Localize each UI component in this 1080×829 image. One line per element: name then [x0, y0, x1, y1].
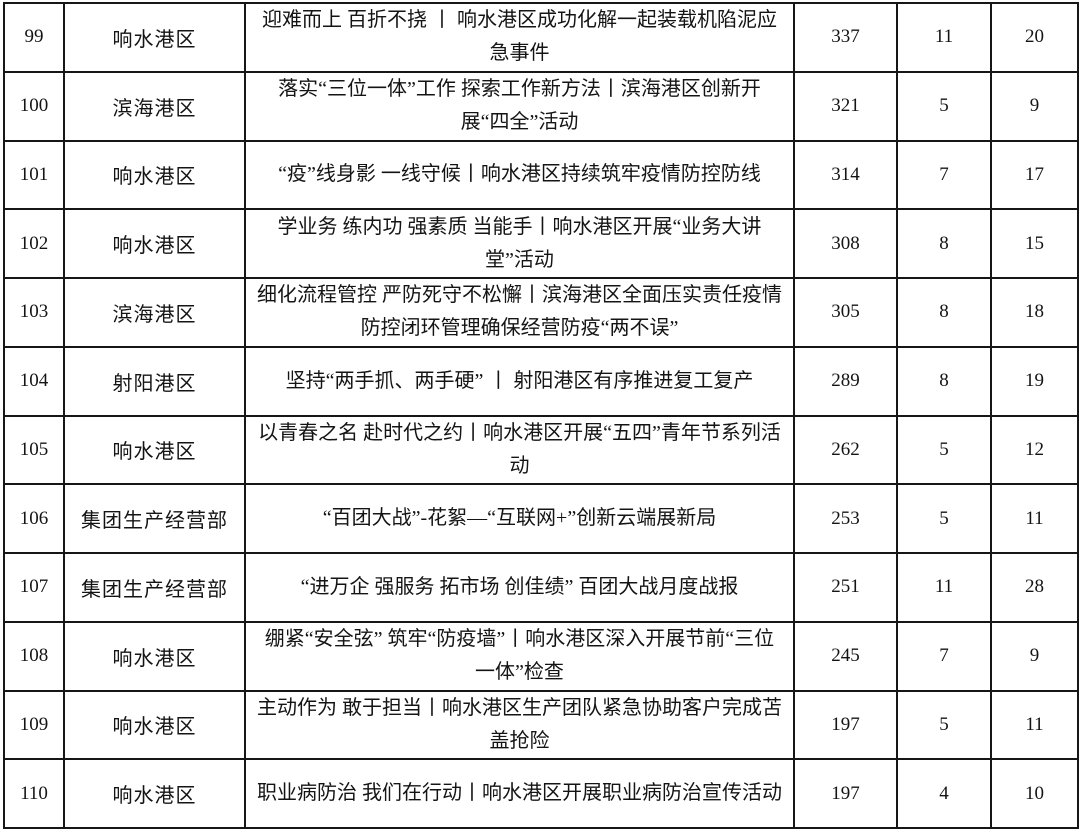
- metric1-cell: 321: [793, 70, 898, 142]
- table-row: 101 响水港区 “疫”线身影 一线守候丨响水港区持续筑牢疫情防控防线 314 …: [3, 139, 1079, 211]
- metric2-cell: 7: [896, 139, 992, 211]
- title-cell: “百团大战”-花絮—“互联网+”创新云端展新局: [244, 483, 795, 554]
- department-cell: 响水港区: [63, 620, 246, 692]
- department-cell: 滨海港区: [63, 70, 246, 142]
- metric3-cell: 15: [990, 208, 1079, 279]
- title-cell: 职业病防治 我们在行动丨响水港区开展职业病防治宣传活动: [244, 758, 795, 829]
- title-cell: “进万企 强服务 拓市场 创佳绩” 百团大战月度战报: [244, 552, 795, 623]
- metric1-cell: 337: [793, 2, 898, 73]
- metric3-cell: 28: [990, 552, 1079, 623]
- metric2-cell: 5: [896, 483, 992, 554]
- metric2-cell: 5: [896, 70, 992, 142]
- metric1-cell: 245: [793, 620, 898, 692]
- table-row: 103 滨海港区 细化流程管控 严防死守不松懈丨滨海港区全面压实责任疫情防控闭环…: [3, 277, 1079, 348]
- title-cell: 绷紧“安全弦” 筑牢“防疫墙”丨响水港区深入开展节前“三位一体”检查: [244, 620, 795, 692]
- metric2-cell: 7: [896, 620, 992, 692]
- metric1-cell: 197: [793, 689, 898, 761]
- metric1-cell: 305: [793, 277, 898, 348]
- row-number-cell: 107: [3, 552, 65, 623]
- row-number-cell: 100: [3, 70, 65, 142]
- metric3-cell: 18: [990, 277, 1079, 348]
- metric3-cell: 11: [990, 483, 1079, 554]
- row-number-cell: 99: [3, 2, 65, 73]
- metric3-cell: 9: [990, 620, 1079, 692]
- metric3-cell: 9: [990, 70, 1079, 142]
- metric1-cell: 253: [793, 483, 898, 554]
- metric2-cell: 8: [896, 345, 992, 417]
- row-number-cell: 108: [3, 620, 65, 692]
- metric1-cell: 308: [793, 208, 898, 279]
- row-number-cell: 104: [3, 345, 65, 417]
- row-number-cell: 102: [3, 208, 65, 279]
- row-number-cell: 110: [3, 758, 65, 829]
- table-row: 107 集团生产经营部 “进万企 强服务 拓市场 创佳绩” 百团大战月度战报 2…: [3, 552, 1079, 623]
- department-cell: 滨海港区: [63, 277, 246, 348]
- metric2-cell: 11: [896, 552, 992, 623]
- title-cell: 主动作为 敢于担当丨响水港区生产团队紧急协助客户完成苫盖抢险: [244, 689, 795, 761]
- table-row: 109 响水港区 主动作为 敢于担当丨响水港区生产团队紧急协助客户完成苫盖抢险 …: [3, 689, 1079, 761]
- row-number-cell: 101: [3, 139, 65, 211]
- row-number-cell: 103: [3, 277, 65, 348]
- title-cell: 坚持“两手抓、两手硬” 丨 射阳港区有序推进复工复产: [244, 345, 795, 417]
- ranking-table-container: 99 响水港区 迎难而上 百折不挠 丨 响水港区成功化解一起装载机陷泥应急事件 …: [3, 2, 1079, 829]
- metric1-cell: 251: [793, 552, 898, 623]
- metric1-cell: 262: [793, 414, 898, 486]
- table-row: 99 响水港区 迎难而上 百折不挠 丨 响水港区成功化解一起装载机陷泥应急事件 …: [3, 2, 1079, 73]
- table-row: 100 滨海港区 落实“三位一体”工作 探索工作新方法丨滨海港区创新开展“四全”…: [3, 70, 1079, 142]
- table-row: 105 响水港区 以青春之名 赴时代之约丨响水港区开展“五四”青年节系列活动 2…: [3, 414, 1079, 486]
- department-cell: 响水港区: [63, 689, 246, 761]
- table-row: 102 响水港区 学业务 练内功 强素质 当能手丨响水港区开展“业务大讲堂”活动…: [3, 208, 1079, 279]
- row-number-cell: 109: [3, 689, 65, 761]
- metric1-cell: 289: [793, 345, 898, 417]
- title-cell: 以青春之名 赴时代之约丨响水港区开展“五四”青年节系列活动: [244, 414, 795, 486]
- table-row: 110 响水港区 职业病防治 我们在行动丨响水港区开展职业病防治宣传活动 197…: [3, 758, 1079, 829]
- department-cell: 响水港区: [63, 139, 246, 211]
- table-row: 104 射阳港区 坚持“两手抓、两手硬” 丨 射阳港区有序推进复工复产 289 …: [3, 345, 1079, 417]
- title-cell: 细化流程管控 严防死守不松懈丨滨海港区全面压实责任疫情防控闭环管理确保经营防疫“…: [244, 277, 795, 348]
- title-cell: “疫”线身影 一线守候丨响水港区持续筑牢疫情防控防线: [244, 139, 795, 211]
- title-cell: 学业务 练内功 强素质 当能手丨响水港区开展“业务大讲堂”活动: [244, 208, 795, 279]
- title-cell: 落实“三位一体”工作 探索工作新方法丨滨海港区创新开展“四全”活动: [244, 70, 795, 142]
- metric1-cell: 314: [793, 139, 898, 211]
- metric1-cell: 197: [793, 758, 898, 829]
- department-cell: 响水港区: [63, 414, 246, 486]
- department-cell: 集团生产经营部: [63, 552, 246, 623]
- table-row: 106 集团生产经营部 “百团大战”-花絮—“互联网+”创新云端展新局 253 …: [3, 483, 1079, 554]
- table-row: 108 响水港区 绷紧“安全弦” 筑牢“防疫墙”丨响水港区深入开展节前“三位一体…: [3, 620, 1079, 692]
- row-number-cell: 106: [3, 483, 65, 554]
- metric3-cell: 12: [990, 414, 1079, 486]
- metric2-cell: 8: [896, 208, 992, 279]
- metric2-cell: 11: [896, 2, 992, 73]
- metric2-cell: 5: [896, 689, 992, 761]
- metric2-cell: 4: [896, 758, 992, 829]
- department-cell: 集团生产经营部: [63, 483, 246, 554]
- department-cell: 响水港区: [63, 758, 246, 829]
- row-number-cell: 105: [3, 414, 65, 486]
- metric3-cell: 19: [990, 345, 1079, 417]
- metric3-cell: 20: [990, 2, 1079, 73]
- metric3-cell: 17: [990, 139, 1079, 211]
- metric3-cell: 10: [990, 758, 1079, 829]
- metric3-cell: 11: [990, 689, 1079, 761]
- metric2-cell: 8: [896, 277, 992, 348]
- metric2-cell: 5: [896, 414, 992, 486]
- department-cell: 射阳港区: [63, 345, 246, 417]
- ranking-table: 99 响水港区 迎难而上 百折不挠 丨 响水港区成功化解一起装载机陷泥应急事件 …: [3, 2, 1079, 829]
- department-cell: 响水港区: [63, 208, 246, 279]
- department-cell: 响水港区: [63, 2, 246, 73]
- title-cell: 迎难而上 百折不挠 丨 响水港区成功化解一起装载机陷泥应急事件: [244, 2, 795, 73]
